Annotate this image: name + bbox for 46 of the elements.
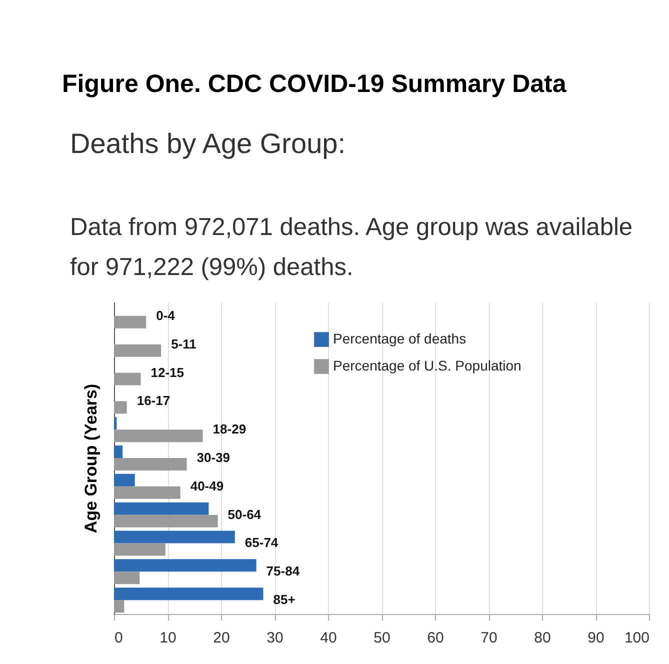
bar [114,445,123,458]
y-tick-label: 50-64 [228,506,262,522]
bar [114,344,162,357]
y-tick-label: 12-15 [150,364,184,380]
x-tick-label: 100 [624,630,650,646]
bar [114,474,135,486]
bar [114,316,146,328]
y-tick-label: 30-39 [196,450,230,465]
y-tick-label: 0-4 [156,308,176,323]
x-tick-label: 0 [114,630,123,646]
bar [114,502,209,515]
y-tick-label: 40-49 [190,478,224,494]
y-tick-label: 18-29 [212,422,246,437]
x-tick-label: 80 [534,630,551,646]
bar [114,372,141,386]
legend-label: Percentage of deaths [333,330,466,346]
x-tick-label: 10 [160,630,176,646]
legend-label: Percentage of U.S. Population [333,358,522,374]
bar [114,401,127,414]
bar [114,417,117,430]
bar [114,559,256,572]
bar [114,486,180,499]
y-tick-label: 5-11 [171,336,196,352]
y-tick-label: 75-84 [266,564,300,579]
chart-subtitle: Deaths by Age Group: [70,128,346,160]
y-tick-label: 16-17 [136,393,170,408]
x-tick-label: 60 [427,630,444,646]
y-tick-label: 85+ [273,592,296,608]
bar [114,588,264,600]
y-tick-label: 65-74 [244,535,279,550]
bar [114,458,187,471]
bar [114,430,203,442]
text: Data from 972,071 deaths. Age group was available for 971,222 (99%) deaths. [70,213,634,283]
bar [114,572,140,584]
x-tick-label: 90 [588,630,604,646]
bar [114,514,218,528]
x-tick-label: 20 [213,630,230,646]
x-tick-label: 40 [320,630,337,646]
x-tick-label: 50 [374,630,390,646]
bar [114,600,124,613]
x-tick-label: 70 [480,630,498,646]
chart-title: Figure One. CDC COVID-19 Summary Data [62,70,566,99]
bar [114,530,235,544]
bar [114,543,166,556]
y-axis-title: Age Group (Years) [82,384,100,534]
x-tick-label: 30 [266,630,284,646]
